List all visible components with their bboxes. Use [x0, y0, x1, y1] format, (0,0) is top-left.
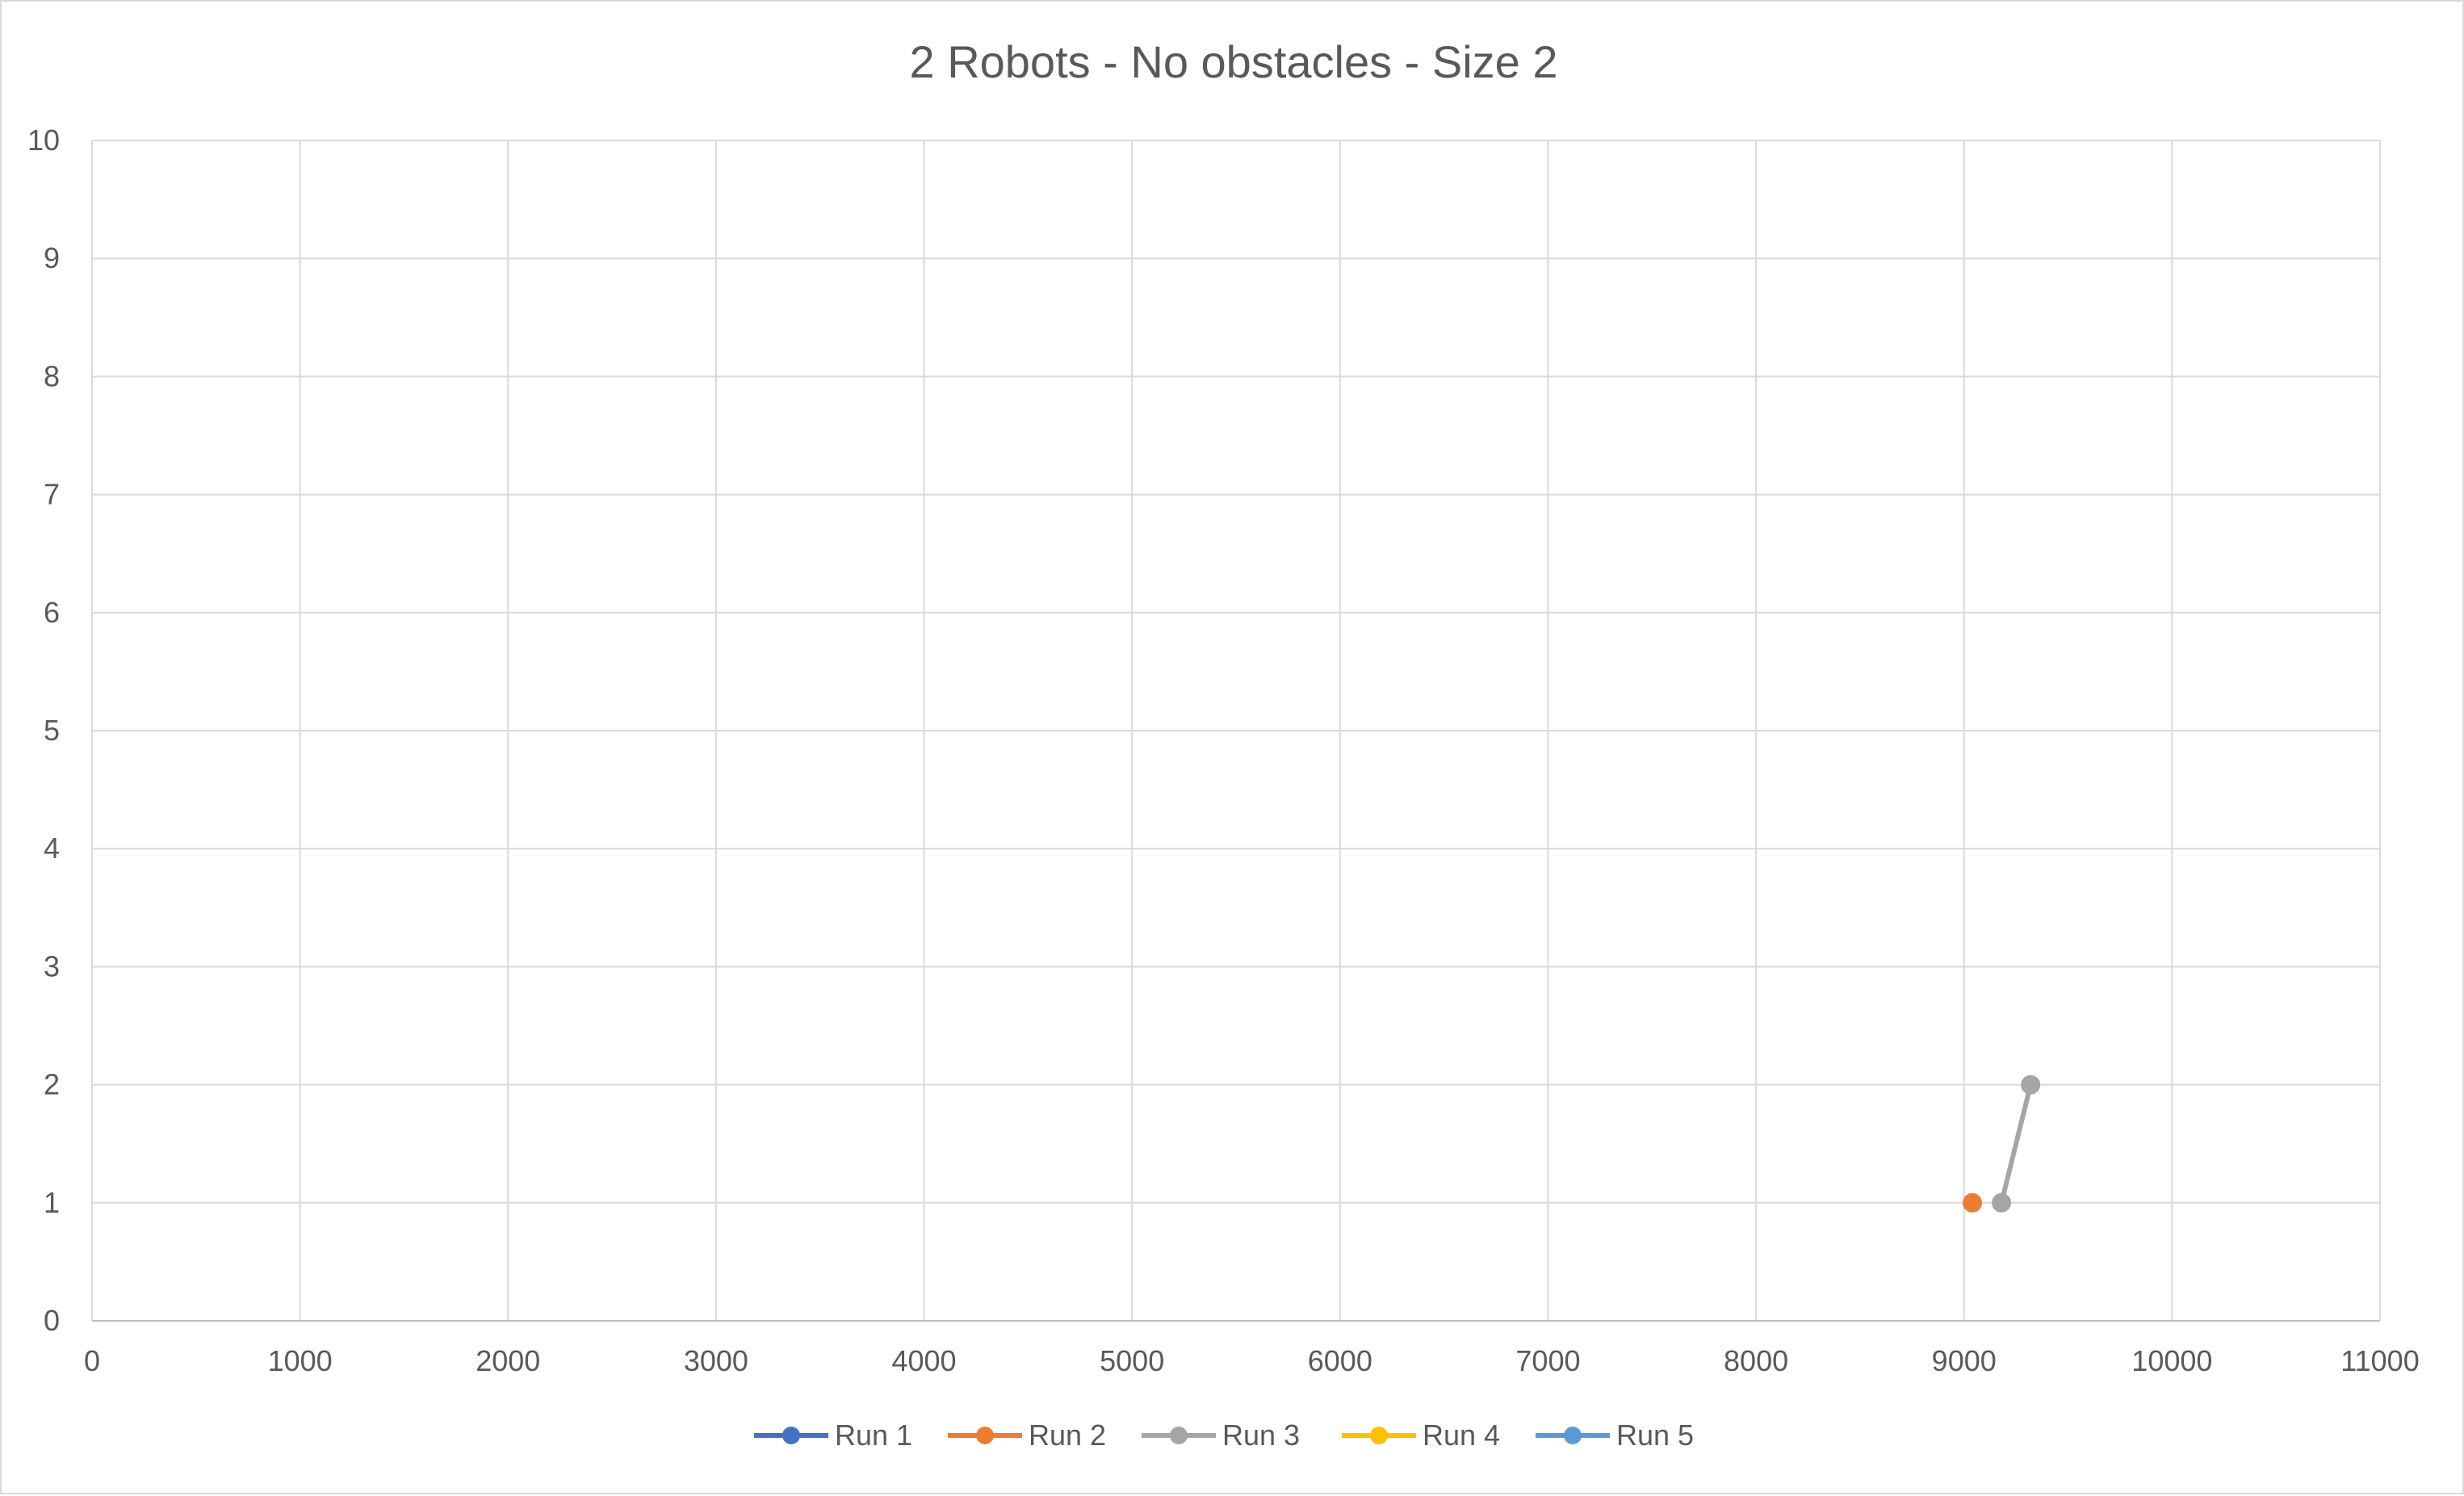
axes: 0 1 2 3 4 5 6 7 8 9 10 0 1000 2000 3000 4000 5000 6000 700… [27, 124, 2420, 1377]
legend-marker [976, 1427, 994, 1444]
legend-item-run-5: Run 5 [1536, 1418, 1694, 1452]
x-tick-label: 2000 [476, 1344, 540, 1377]
x-tick-label: 10000 [2131, 1344, 2212, 1377]
x-tick-label: 8000 [1724, 1344, 1788, 1377]
legend-marker [1170, 1427, 1188, 1444]
y-tick-label: 5 [44, 714, 60, 747]
y-tick-label: 1 [44, 1186, 60, 1219]
y-tick-label: 8 [44, 359, 60, 392]
y-tick-label: 7 [44, 478, 60, 511]
y-tick-label: 2 [44, 1068, 60, 1101]
series-run-2 [1963, 1192, 1983, 1213]
legend-label: Run 5 [1616, 1418, 1694, 1452]
x-tick-label: 4000 [891, 1344, 956, 1377]
y-tick-label: 10 [27, 124, 60, 157]
legend-item-run-3: Run 3 [1142, 1418, 1300, 1452]
series-line [1999, 1083, 2034, 1204]
legend-marker [1564, 1427, 1582, 1444]
series-run-3 [1992, 1075, 2041, 1213]
data-point [1992, 1192, 2012, 1213]
legend-item-run-4: Run 4 [1342, 1418, 1500, 1452]
x-tick-label: 9000 [1932, 1344, 1997, 1377]
legend-marker [782, 1427, 800, 1444]
data-point [2021, 1075, 2041, 1095]
legend-label: Run 2 [1029, 1418, 1106, 1452]
x-tick-label: 6000 [1308, 1344, 1372, 1377]
x-tick-label: 7000 [1515, 1344, 1580, 1377]
legend-label: Run 4 [1423, 1418, 1500, 1452]
y-tick-label: 0 [44, 1304, 60, 1337]
y-tick-label: 9 [44, 241, 60, 274]
x-tick-label: 3000 [684, 1344, 748, 1377]
legend-label: Run 3 [1222, 1418, 1300, 1452]
x-tick-label: 5000 [1100, 1344, 1164, 1377]
legend-marker [1370, 1427, 1388, 1444]
data-point [1963, 1192, 1983, 1213]
legend-label: Run 1 [835, 1418, 912, 1452]
legend: Run 1 Run 2 Run 3 Run 4 Run 5 [754, 1418, 1694, 1452]
series-layer [1963, 1075, 2041, 1213]
grid-lines [91, 140, 2381, 1322]
legend-item-run-1: Run 1 [754, 1418, 912, 1452]
x-tick-label: 1000 [268, 1344, 333, 1377]
x-tick-label: 11000 [2340, 1344, 2419, 1377]
y-tick-label: 6 [44, 596, 60, 629]
chart-title: 2 Robots - No obstacles - Size 2 [909, 36, 1558, 87]
y-tick-label: 4 [44, 832, 60, 865]
x-tick-label: 0 [84, 1344, 100, 1377]
legend-item-run-2: Run 2 [948, 1418, 1106, 1452]
y-tick-label: 3 [44, 949, 60, 983]
